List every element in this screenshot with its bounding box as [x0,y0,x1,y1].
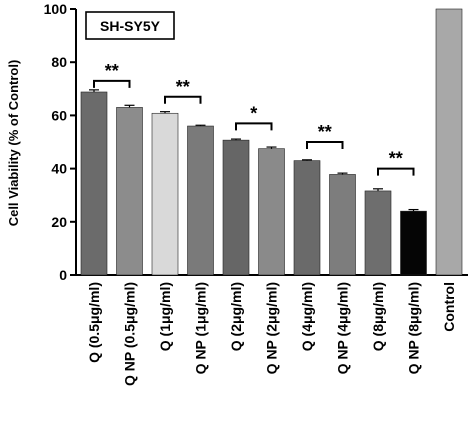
bar [293,160,321,276]
x-tick-labels: Q (0.5μg/ml) Q NP (0.5μg/ml) Q (1μg/ml) Q N… [86,282,457,386]
chart-title: SH-SY5Y [100,18,161,34]
y-tick-label: 100 [44,1,68,17]
bars [80,8,463,276]
x-tick-label: Q NP (0.5μg/ml) [122,282,138,386]
significance-label: ** [105,61,119,81]
significance-label: ** [176,77,190,97]
bar [258,148,285,276]
bar [435,8,463,276]
cell-line-label-box: SH-SY5Y [85,11,175,40]
bar [400,210,427,276]
significance-bracket [235,122,273,131]
x-tick-label: Q NP (1μg/ml) [193,282,209,374]
y-tick-label: 40 [51,161,67,177]
x-tick-label: Q (8μg/ml) [370,282,386,351]
bar [151,112,179,276]
x-tick-label: Control [441,282,457,332]
significance-label: ** [318,122,332,142]
y-tick-label: 20 [51,214,67,230]
y-tick-label: 0 [59,267,67,283]
error-bars [89,89,419,212]
significance-label: ** [389,149,403,169]
x-tick-label: Q NP (4μg/ml) [335,282,351,374]
bar [222,139,250,276]
y-tick-label: 80 [51,54,67,70]
significance-brackets: ********* [93,61,415,176]
y-axis-label: Cell Viability (% of Control) [6,60,21,227]
x-tick-label: Q (0.5μg/ml) [86,282,102,363]
x-tick-label: Q NP (8μg/ml) [406,282,422,374]
x-tick-label: Q NP (2μg/ml) [264,282,280,374]
bar [187,125,214,276]
significance-bracket [306,141,344,149]
x-tick-label: Q (4μg/ml) [299,282,315,351]
x-tick-label: Q (2μg/ml) [228,282,244,351]
bar [80,91,108,276]
y-tick-label: 60 [51,107,67,123]
significance-label: * [250,103,257,123]
significance-bracket [377,167,415,176]
bar [329,174,356,276]
bar [116,107,143,276]
significance-bracket [164,95,202,104]
significance-bracket [93,79,131,88]
x-tick-label: Q (1μg/ml) [157,282,173,351]
bar [364,190,392,276]
